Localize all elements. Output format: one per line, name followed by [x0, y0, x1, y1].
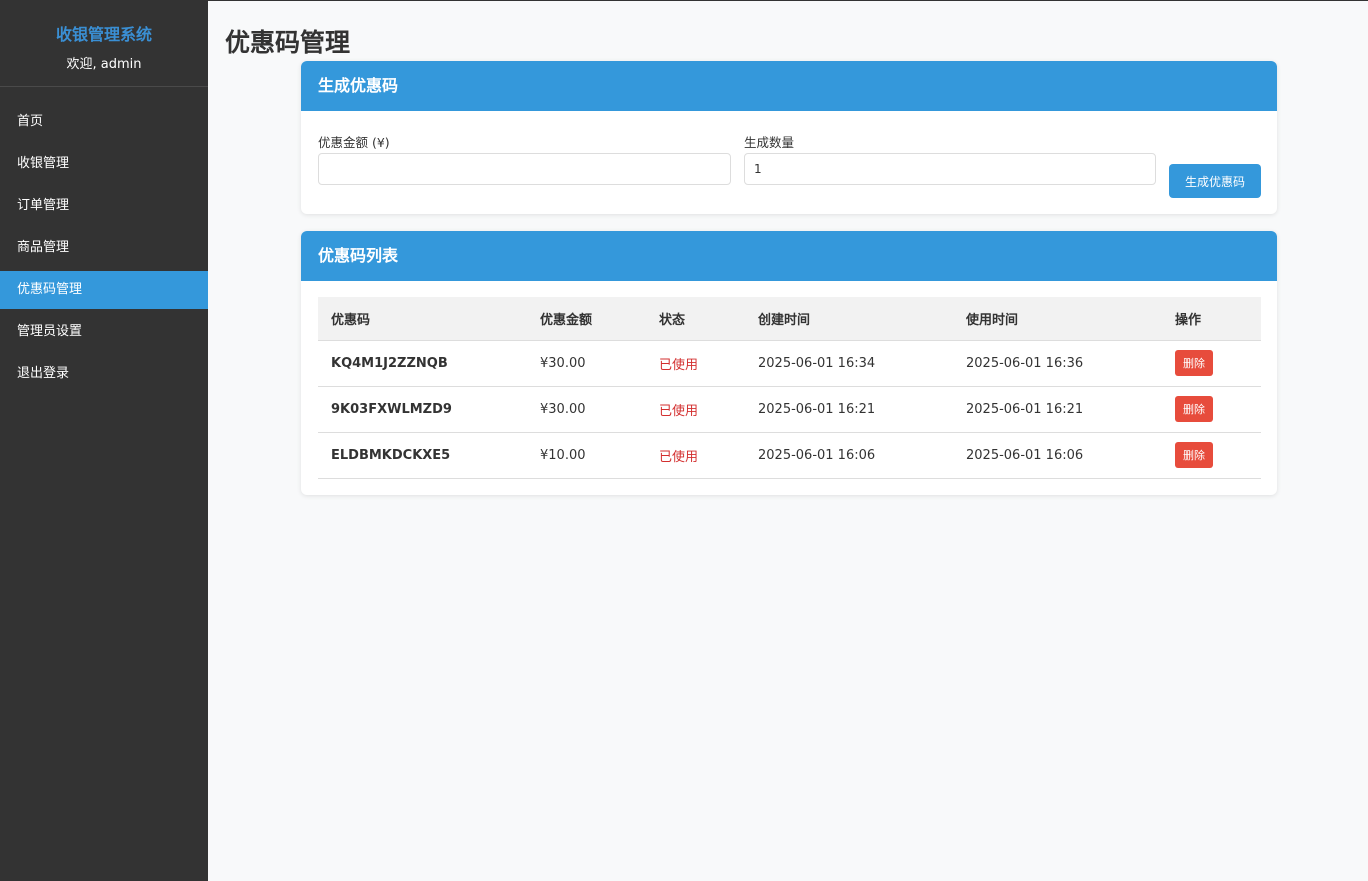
coupon-used: 2025-06-01 16:21 [953, 386, 1162, 433]
amount-input[interactable] [318, 153, 731, 185]
amount-label: 优惠金额 (¥) [318, 135, 390, 150]
delete-button[interactable]: 删除 [1175, 350, 1213, 376]
table-row: 9K03FXWLMZD9 ¥30.00 已使用 2025-06-01 16:21… [318, 386, 1261, 433]
sidebar-item-admin-settings[interactable]: 管理员设置 [17, 324, 83, 339]
generate-button[interactable]: 生成优惠码 [1169, 164, 1261, 198]
col-status: 状态 [646, 297, 745, 341]
main: 优惠码管理 生成优惠码 优惠金额 (¥) 生成数量 1 生成优惠码 优惠码列表 … [208, 1, 1368, 880]
coupon-amount: ¥30.00 [527, 386, 646, 433]
coupon-status: 已使用 [646, 340, 745, 387]
coupon-list-card: 优惠码列表 优惠码 优惠金额 状态 创建时间 使用时间 操作 KQ4M1J2ZZ… [301, 231, 1277, 495]
coupon-used: 2025-06-01 16:06 [953, 432, 1162, 479]
coupon-created: 2025-06-01 16:21 [745, 386, 953, 433]
delete-button[interactable]: 删除 [1175, 442, 1213, 468]
page-title: 优惠码管理 [225, 28, 351, 57]
sidebar-item-home[interactable]: 首页 [17, 114, 44, 129]
coupon-list-title: 优惠码列表 [301, 231, 1277, 281]
brand: 收银管理系统 欢迎, admin [0, 1, 208, 87]
delete-button[interactable]: 删除 [1175, 396, 1213, 422]
sidebar-item-logout[interactable]: 退出登录 [17, 366, 70, 381]
sidebar-nav: 首页 收银管理 订单管理 商品管理 优惠码管理 管理员设置 退出登录 [0, 103, 208, 393]
count-label: 生成数量 [744, 135, 795, 150]
coupon-code: ELDBMKDCKXE5 [318, 432, 527, 479]
sidebar-item-coupons[interactable]: 优惠码管理 [0, 271, 208, 309]
coupon-status: 已使用 [646, 432, 745, 479]
coupon-status: 已使用 [646, 386, 745, 433]
coupon-code: KQ4M1J2ZZNQB [318, 340, 527, 387]
coupon-created: 2025-06-01 16:06 [745, 432, 953, 479]
welcome-text: 欢迎, admin [66, 57, 142, 72]
sidebar-item-cashier[interactable]: 收银管理 [17, 156, 70, 171]
sidebar-item-orders[interactable]: 订单管理 [17, 198, 70, 213]
col-created: 创建时间 [745, 297, 953, 341]
table-row: ELDBMKDCKXE5 ¥10.00 已使用 2025-06-01 16:06… [318, 432, 1261, 479]
col-action: 操作 [1162, 297, 1261, 341]
coupon-amount: ¥30.00 [527, 340, 646, 387]
coupon-table: 优惠码 优惠金额 状态 创建时间 使用时间 操作 KQ4M1J2ZZNQB ¥3… [318, 297, 1261, 479]
coupon-used: 2025-06-01 16:36 [953, 340, 1162, 387]
col-used: 使用时间 [953, 297, 1162, 341]
coupon-created: 2025-06-01 16:34 [745, 340, 953, 387]
coupon-code: 9K03FXWLMZD9 [318, 386, 527, 433]
count-input[interactable]: 1 [744, 153, 1156, 185]
col-amount: 优惠金额 [527, 297, 646, 341]
sidebar: 收银管理系统 欢迎, admin 首页 收银管理 订单管理 商品管理 优惠码管理… [0, 1, 208, 881]
generate-card: 生成优惠码 优惠金额 (¥) 生成数量 1 生成优惠码 [301, 61, 1277, 214]
col-code: 优惠码 [318, 297, 527, 341]
generate-card-title: 生成优惠码 [301, 61, 1277, 111]
coupon-amount: ¥10.00 [527, 432, 646, 479]
sidebar-item-products[interactable]: 商品管理 [17, 240, 70, 255]
app-title: 收银管理系统 [55, 25, 152, 44]
table-row: KQ4M1J2ZZNQB ¥30.00 已使用 2025-06-01 16:34… [318, 340, 1261, 387]
